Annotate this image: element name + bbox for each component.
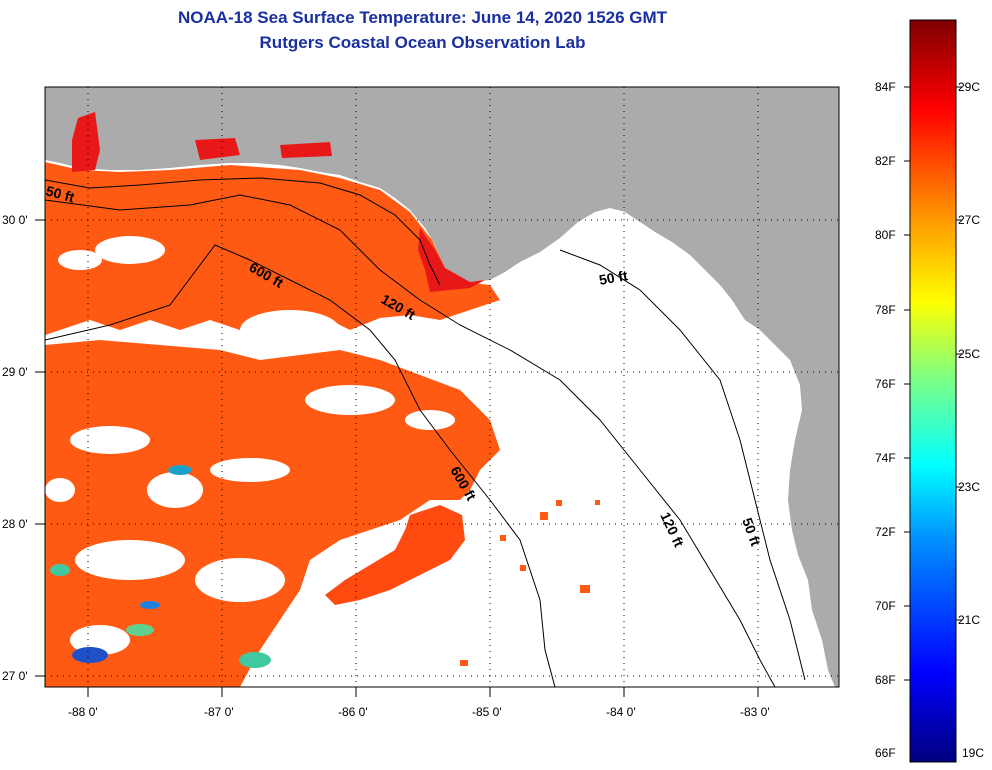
colorbar-label-c: 21C bbox=[958, 613, 981, 627]
sst-field-south bbox=[45, 340, 500, 687]
sst-patch-east bbox=[325, 505, 465, 605]
sst-bay-hot-2 bbox=[195, 138, 332, 160]
land-area bbox=[45, 87, 839, 687]
colorbar-label-c: 19C bbox=[962, 746, 985, 760]
sst-bay-hot bbox=[72, 112, 100, 172]
colorbar-label-f: 76F bbox=[875, 377, 896, 391]
axis-ticks bbox=[35, 219, 759, 697]
colorbar-label-f: 80F bbox=[875, 228, 896, 242]
colorbar-label-c: 23C bbox=[958, 480, 981, 494]
colorbar-label-f: 74F bbox=[875, 451, 896, 465]
colorbar-label-f: 78F bbox=[875, 303, 896, 317]
colorbar-label-f: 66F bbox=[875, 746, 896, 760]
lat-label: 28 0' bbox=[2, 517, 28, 531]
lon-label: -85 0' bbox=[472, 705, 502, 719]
cloud-patches bbox=[45, 236, 455, 655]
lon-label: -88 0' bbox=[68, 705, 98, 719]
sst-field-warm bbox=[45, 162, 500, 335]
bathymetry-contours bbox=[45, 177, 806, 687]
cool-specks bbox=[50, 465, 271, 668]
contour-label-50ft-west: 50 ft bbox=[44, 182, 76, 205]
colorbar-ticks bbox=[904, 86, 962, 681]
colorbar-label-c: 29C bbox=[958, 80, 981, 94]
lon-label: -83 0' bbox=[740, 705, 770, 719]
lon-label: -84 0' bbox=[606, 705, 636, 719]
colorbar bbox=[909, 19, 957, 763]
colorbar-label-c: 25C bbox=[958, 347, 981, 361]
scattered-warm-patches bbox=[460, 500, 600, 666]
colorbar-label-c: 27C bbox=[958, 213, 981, 227]
contour-label-50ft-north: 50 ft bbox=[598, 267, 629, 288]
lon-label: -87 0' bbox=[204, 705, 234, 719]
colorbar-label-f: 70F bbox=[875, 599, 896, 613]
lat-label: 27 0' bbox=[2, 669, 28, 683]
colorbar-label-f: 82F bbox=[875, 154, 896, 168]
lat-label: 30 0' bbox=[2, 213, 28, 227]
graticule bbox=[45, 87, 839, 687]
map-frame bbox=[44, 86, 840, 688]
sst-coastal-hot bbox=[418, 228, 485, 292]
lon-label: -86 0' bbox=[338, 705, 368, 719]
title-line-1: NOAA-18 Sea Surface Temperature: June 14… bbox=[177, 8, 668, 27]
title-line-2: Rutgers Coastal Ocean Observation Lab bbox=[259, 33, 586, 52]
lat-label: 29 0' bbox=[2, 365, 28, 379]
colorbar-label-f: 84F bbox=[875, 80, 896, 94]
colorbar-label-f: 72F bbox=[875, 525, 896, 539]
colorbar-label-f: 68F bbox=[875, 673, 896, 687]
